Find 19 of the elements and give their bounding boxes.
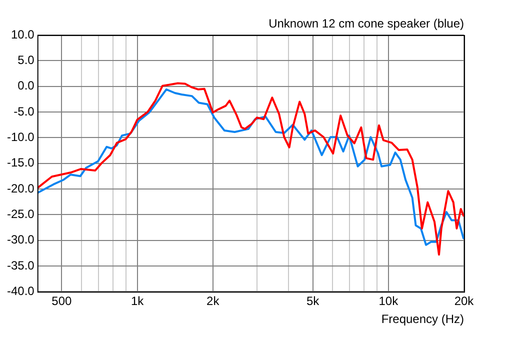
x-tick-label: 1k [130, 294, 145, 308]
y-tick-label: -10.0 [6, 130, 35, 144]
y-tick-label: 10.0 [10, 27, 35, 42]
x-tick-label: 2k [206, 294, 220, 308]
x-axis-title: Frequency (Hz) [381, 312, 464, 326]
x-tick-label: 5k [306, 294, 320, 308]
y-tick-label: 0.0 [18, 78, 35, 93]
x-tick-label: 500 [52, 294, 72, 308]
x-tick-label: 10k [378, 294, 400, 308]
y-tick-label: -35.0 [6, 258, 35, 272]
chart-title: Unknown 12 cm cone speaker (blue) [268, 16, 464, 30]
x-tick-label: 20k [454, 294, 475, 308]
y-tick-label: -40.0 [6, 284, 35, 298]
y-tick-label: -20.0 [6, 181, 35, 196]
y-tick-label: 5.0 [18, 52, 35, 67]
y-tick-label: -15.0 [6, 156, 35, 170]
y-tick-label: -25.0 [6, 206, 35, 221]
y-tick-label: -30.0 [6, 232, 35, 247]
y-tick-label: -5.0 [14, 104, 35, 118]
